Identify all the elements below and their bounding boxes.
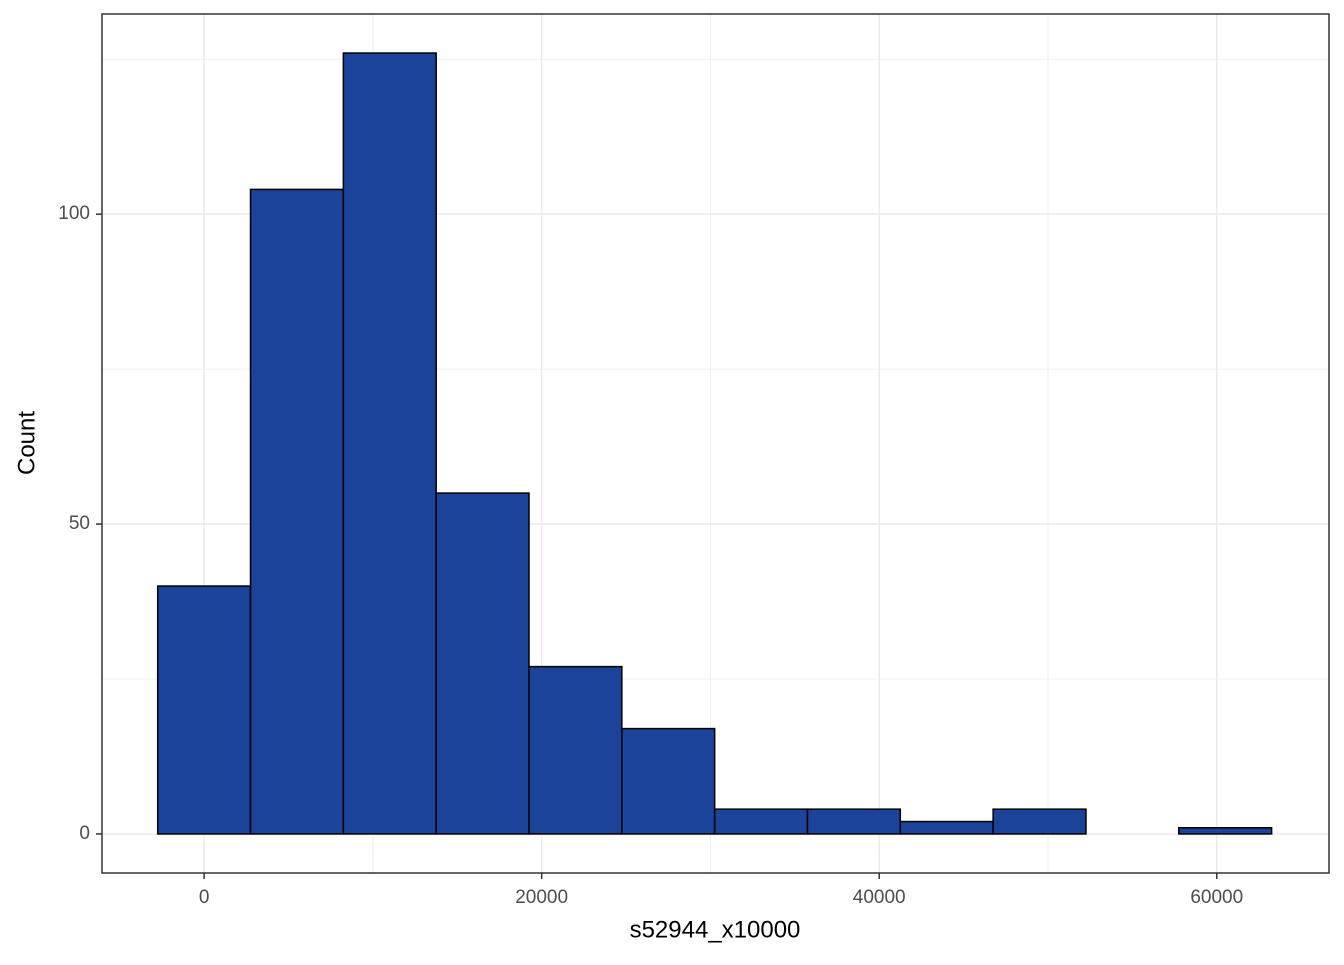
bar bbox=[528, 665, 623, 835]
x-axis-label: s52944_x10000 bbox=[630, 916, 801, 943]
bar bbox=[342, 52, 437, 835]
bar bbox=[992, 808, 1087, 835]
bar bbox=[621, 727, 716, 835]
plot-border bbox=[101, 13, 1330, 874]
y-tick-label: 100 bbox=[58, 203, 90, 224]
bar bbox=[249, 188, 345, 835]
bar bbox=[806, 808, 902, 835]
bar bbox=[713, 808, 809, 835]
x-tick-label: 40000 bbox=[853, 887, 906, 908]
x-tick-label: 60000 bbox=[1190, 887, 1243, 908]
bar bbox=[1178, 827, 1273, 835]
x-tick-label: 20000 bbox=[515, 887, 568, 908]
bar bbox=[899, 820, 994, 835]
bar bbox=[156, 585, 252, 835]
y-axis-label: Count bbox=[13, 411, 40, 475]
bar bbox=[435, 492, 530, 835]
y-tick-label: 50 bbox=[69, 513, 90, 534]
y-tick-label: 0 bbox=[79, 823, 90, 844]
x-tick-label: 0 bbox=[199, 887, 210, 908]
